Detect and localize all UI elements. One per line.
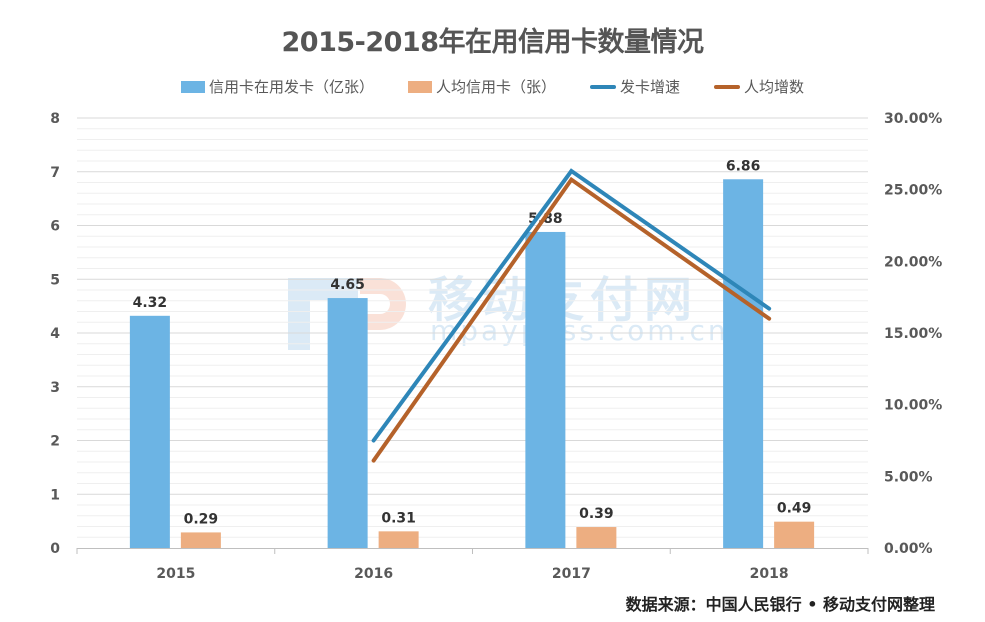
legend-label: 人均信用卡（张） bbox=[435, 78, 556, 96]
right-axis-tick: 30.00% bbox=[884, 111, 942, 127]
legend-item-issuance-growth: 发卡增速 bbox=[590, 76, 680, 97]
legend-label: 发卡增速 bbox=[620, 78, 681, 96]
left-axis-tick: 1 bbox=[50, 487, 60, 503]
bar-cards-in-use bbox=[129, 315, 170, 548]
right-axis-tick: 10.00% bbox=[884, 398, 942, 414]
legend-label: 人均增数 bbox=[744, 78, 805, 96]
bar-value-label: 0.29 bbox=[184, 511, 219, 527]
left-axis-tick: 4 bbox=[50, 326, 60, 342]
left-axis-tick: 5 bbox=[50, 272, 60, 288]
x-axis-category-label: 2017 bbox=[552, 566, 591, 582]
right-axis-tick: 0.00% bbox=[884, 541, 933, 557]
right-axis-tick: 5.00% bbox=[884, 469, 933, 485]
line-issuance-growth bbox=[371, 168, 772, 443]
bar-value-label: 6.86 bbox=[726, 158, 761, 174]
left-axis-tick: 6 bbox=[50, 219, 60, 235]
data-source-note: 数据来源：中国人民银行 • 移动支付网整理 bbox=[625, 595, 935, 614]
legend-swatch-blue-line bbox=[590, 84, 616, 89]
x-axis-category-label: 2015 bbox=[156, 566, 195, 582]
right-axis-tick: 15.00% bbox=[884, 326, 942, 342]
x-axis-category-label: 2016 bbox=[354, 566, 393, 582]
left-axis-tick: 7 bbox=[50, 165, 60, 181]
right-axis-tick: 25.00% bbox=[884, 183, 942, 199]
bar-per-capita bbox=[378, 531, 419, 548]
legend-swatch-brown-line bbox=[714, 84, 741, 89]
bar-value-label: 0.31 bbox=[381, 510, 416, 526]
legend-label: 信用卡在用发卡（亿张） bbox=[208, 78, 374, 96]
legend-swatch-blue-bar bbox=[180, 80, 205, 93]
bar-value-label: 0.49 bbox=[777, 501, 812, 517]
legend-item-cards-in-use: 信用卡在用发卡（亿张） bbox=[180, 76, 374, 97]
bar-per-capita bbox=[576, 527, 617, 548]
left-axis-tick: 3 bbox=[50, 380, 60, 396]
x-axis-category-label: 2018 bbox=[750, 566, 789, 582]
right-axis-tick: 20.00% bbox=[884, 254, 942, 270]
bar-value-label: 0.39 bbox=[579, 506, 614, 522]
bar-per-capita bbox=[180, 532, 221, 548]
left-axis-tick: 2 bbox=[50, 434, 60, 450]
legend-item-per-capita-cards: 人均信用卡（张） bbox=[407, 76, 556, 97]
legend-swatch-orange-bar bbox=[407, 80, 432, 93]
line-per-capita-growth bbox=[371, 176, 772, 463]
bar-per-capita bbox=[774, 521, 815, 548]
bar-value-label: 4.65 bbox=[330, 277, 365, 293]
bar-cards-in-use bbox=[723, 179, 764, 548]
left-axis-tick: 8 bbox=[50, 111, 60, 127]
bar-value-label: 4.32 bbox=[133, 295, 168, 311]
chart-title: 2015-2018年在用信用卡数量情况 bbox=[281, 27, 705, 58]
left-axis-tick: 0 bbox=[50, 541, 60, 557]
legend: 信用卡在用发卡（亿张） 人均信用卡（张） 发卡增速 人均增数 bbox=[0, 76, 985, 97]
bar-cards-in-use bbox=[525, 231, 566, 548]
legend-item-per-capita-growth: 人均增数 bbox=[714, 76, 804, 97]
bar-cards-in-use bbox=[327, 298, 368, 548]
